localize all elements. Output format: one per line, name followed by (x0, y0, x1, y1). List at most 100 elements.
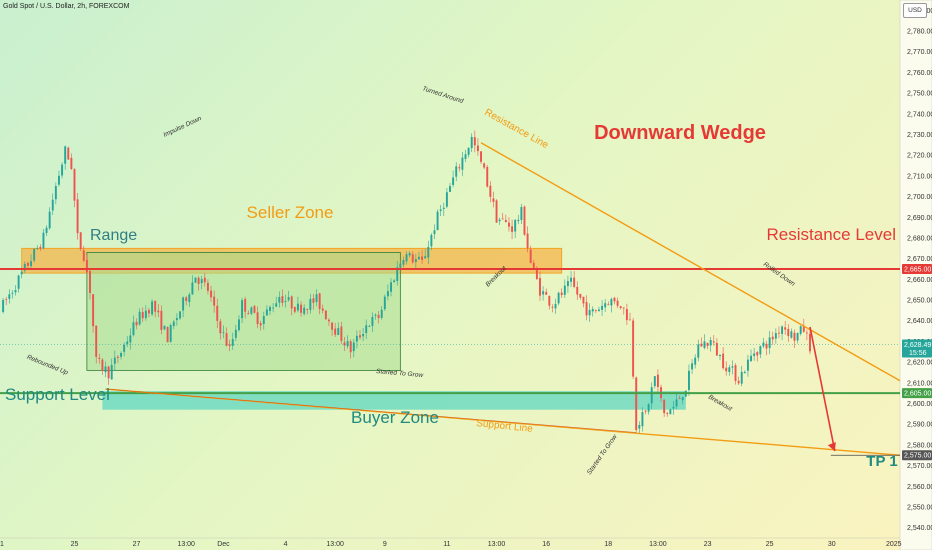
candle-body (625, 309, 628, 321)
x-tick-label: 18 (604, 541, 612, 548)
candle-body (85, 259, 88, 273)
candle-body (396, 267, 399, 281)
candle-body (591, 308, 594, 312)
x-tick-label: 13:00 (488, 541, 506, 548)
candle-body (26, 262, 29, 266)
price-tag (902, 388, 932, 399)
price-tag (902, 450, 932, 461)
candle-body (129, 335, 132, 343)
candle-body (188, 294, 191, 303)
candle-body (790, 331, 793, 338)
annotation-label: Rolled Down (762, 261, 797, 288)
candle-body (355, 335, 358, 342)
y-tick-label: 2,590.00 (907, 422, 932, 429)
candle-body (504, 220, 507, 223)
candle-body (331, 322, 334, 330)
candle-body (20, 271, 23, 275)
candle-body (182, 297, 185, 311)
x-tick-label: Dec (217, 541, 230, 548)
candle-body (644, 410, 647, 412)
candle-body (42, 232, 45, 249)
candle-body (731, 366, 734, 368)
candle-body (175, 318, 178, 321)
candle-body (349, 341, 352, 353)
currency-button[interactable]: USD (903, 3, 927, 18)
candle-body (169, 325, 172, 342)
candle-body (210, 290, 212, 298)
candle-body (324, 310, 327, 320)
candle-body (408, 253, 411, 256)
buyer-zone (102, 391, 686, 410)
candle-body (756, 352, 759, 356)
candle-body (610, 299, 613, 306)
candle-body (523, 206, 526, 235)
candle-body (247, 313, 250, 315)
candle-body (551, 306, 554, 308)
y-tick-label: 2,540.00 (907, 525, 932, 532)
candle-body (284, 300, 287, 302)
candle-body (126, 341, 129, 345)
candle-body (290, 296, 293, 309)
candle-body (629, 319, 631, 321)
candle-body (656, 374, 659, 387)
candle-body (393, 280, 396, 283)
candle-body (54, 186, 57, 200)
candle-body (570, 277, 572, 282)
x-tick-label: 13:00 (326, 541, 344, 548)
candle-body (787, 328, 790, 337)
candle-body (275, 303, 278, 307)
candle-body (495, 200, 498, 223)
candle-body (641, 412, 644, 427)
candle-body (709, 339, 712, 346)
candle-body (796, 332, 799, 341)
y-tick-label: 2,650.00 (907, 298, 932, 305)
candle-body (740, 371, 743, 384)
y-tick-label: 2,660.00 (907, 277, 932, 284)
y-tick-label: 2,770.00 (907, 49, 932, 56)
candle-body (467, 147, 470, 155)
candle-body (160, 310, 163, 330)
candle-body (399, 263, 402, 268)
candle-body (759, 346, 762, 355)
candle-body (144, 310, 147, 319)
candle-body (449, 186, 451, 192)
candle-body (442, 207, 445, 209)
candle-body (734, 365, 737, 381)
candle-body (340, 326, 343, 341)
candle-body (464, 154, 467, 159)
candle-body (632, 320, 635, 377)
resistance-line (480, 142, 901, 382)
candle-body (303, 307, 306, 314)
candle-body (216, 305, 219, 321)
candle-body (234, 329, 237, 338)
candle-body (712, 341, 715, 343)
candle-body (750, 355, 752, 361)
candle-body (238, 319, 240, 331)
candle-body (104, 366, 107, 373)
candle-body (293, 307, 296, 312)
candle-body (737, 380, 740, 384)
candle-body (191, 282, 194, 295)
candle-body (113, 357, 116, 364)
candle-body (365, 325, 368, 334)
candle-body (213, 296, 216, 306)
candle-body (725, 367, 728, 372)
candle-body (123, 344, 126, 352)
candle-body (526, 233, 529, 249)
candle-body (545, 291, 548, 295)
candle-body (157, 310, 160, 313)
price-tag (902, 264, 932, 274)
candle-body (95, 325, 98, 357)
candle-body (36, 248, 39, 249)
candle-body (476, 145, 479, 152)
candle-body (582, 296, 585, 304)
candle-body (163, 325, 166, 330)
support-level-label: Support Level (5, 385, 110, 404)
y-tick-label: 2,580.00 (907, 442, 932, 449)
candle-body (262, 315, 265, 324)
candle-body (272, 307, 275, 309)
candle-body (669, 409, 672, 415)
candle-body (70, 157, 73, 170)
